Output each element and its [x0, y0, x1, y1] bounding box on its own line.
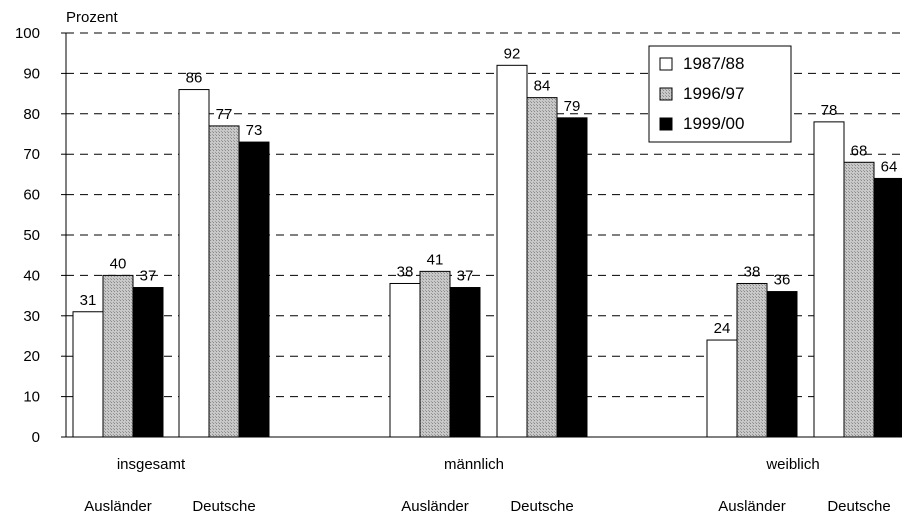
bar-1987-88-1 — [178, 89, 210, 438]
legend-label: 1996/97 — [683, 84, 744, 103]
bars — [72, 64, 902, 438]
data-label: 86 — [186, 70, 203, 87]
bar-1987-88-2 — [389, 282, 421, 438]
y-axis-label: Prozent — [66, 9, 119, 26]
data-label: 73 — [246, 122, 263, 139]
bar-1996-97-3 — [526, 97, 558, 438]
data-label: 64 — [881, 158, 898, 175]
group-label: weiblich — [765, 456, 819, 473]
bar-1999-00-5 — [873, 177, 902, 438]
legend-label: 1999/00 — [683, 114, 744, 133]
data-label: 38 — [397, 263, 414, 280]
legend-box — [648, 45, 792, 143]
subgroup-label: Deutsche — [510, 498, 573, 515]
subgroup-label: Ausländer — [84, 498, 152, 515]
y-tick-label: 60 — [23, 187, 40, 204]
data-label: 77 — [216, 106, 233, 123]
subgroup-label: Ausländer — [718, 498, 786, 515]
data-label: 24 — [714, 320, 731, 337]
bar-1987-88-0 — [72, 311, 104, 438]
group-label: männlich — [444, 456, 504, 473]
bar-1996-97-5 — [843, 161, 875, 438]
data-labels: 31 86 38 92 24 78 40 77 41 84 38 68 37 73 37 79 36 64 — [80, 45, 898, 337]
group-label: insgesamt — [117, 456, 186, 473]
y-axis: 0 10 20 30 40 50 60 70 80 90 100 — [15, 25, 902, 446]
data-label: 68 — [851, 142, 868, 159]
bar-1999-00-2 — [449, 287, 481, 438]
bar-1987-88-4 — [706, 339, 738, 438]
subgroup-label: Deutsche — [192, 498, 255, 515]
bar-1999-00-1 — [238, 141, 270, 438]
bar-1999-00-4 — [766, 291, 798, 438]
subgroup-label: Ausländer — [401, 498, 469, 515]
legend-swatch — [659, 57, 673, 71]
data-label: 92 — [504, 45, 521, 62]
y-tick-label: 20 — [23, 348, 40, 365]
y-tick-label: 80 — [23, 106, 40, 123]
data-label: 40 — [110, 255, 127, 272]
legend: 1987/88 1996/97 1999/00 — [648, 45, 792, 143]
bar-1999-00-3 — [556, 117, 588, 438]
legend-swatch — [659, 117, 673, 131]
data-label: 79 — [564, 98, 581, 115]
bar-1996-97-4 — [736, 282, 768, 438]
y-tick-label: 50 — [23, 227, 40, 244]
bar-1996-97-0 — [102, 274, 134, 438]
y-tick-label: 30 — [23, 308, 40, 325]
legend-swatch — [659, 87, 673, 101]
y-tick-label: 70 — [23, 146, 40, 163]
y-tick-label: 10 — [23, 389, 40, 406]
y-tick-label: 40 — [23, 267, 40, 284]
data-label: 37 — [140, 268, 157, 285]
data-label: 36 — [774, 272, 791, 289]
data-label: 41 — [427, 251, 444, 268]
bar-1996-97-1 — [208, 125, 240, 438]
data-label: 37 — [457, 268, 474, 285]
data-label: 31 — [80, 292, 97, 309]
legend-label: 1987/88 — [683, 54, 744, 73]
bar-1987-88-5 — [813, 121, 845, 438]
data-label: 84 — [534, 78, 551, 95]
data-label: 38 — [744, 263, 761, 280]
bar-1996-97-2 — [419, 270, 451, 438]
bar-1987-88-3 — [496, 64, 528, 438]
bar-1999-00-0 — [132, 287, 164, 438]
data-label: 78 — [821, 102, 838, 119]
y-tick-label: 90 — [23, 65, 40, 82]
category-labels: insgesamt Ausländer Deutsche männlich Auslän… — [84, 456, 890, 515]
y-tick-label: 100 — [15, 25, 40, 42]
subgroup-label: Deutsche — [827, 498, 890, 515]
y-tick-label: 0 — [32, 429, 40, 446]
